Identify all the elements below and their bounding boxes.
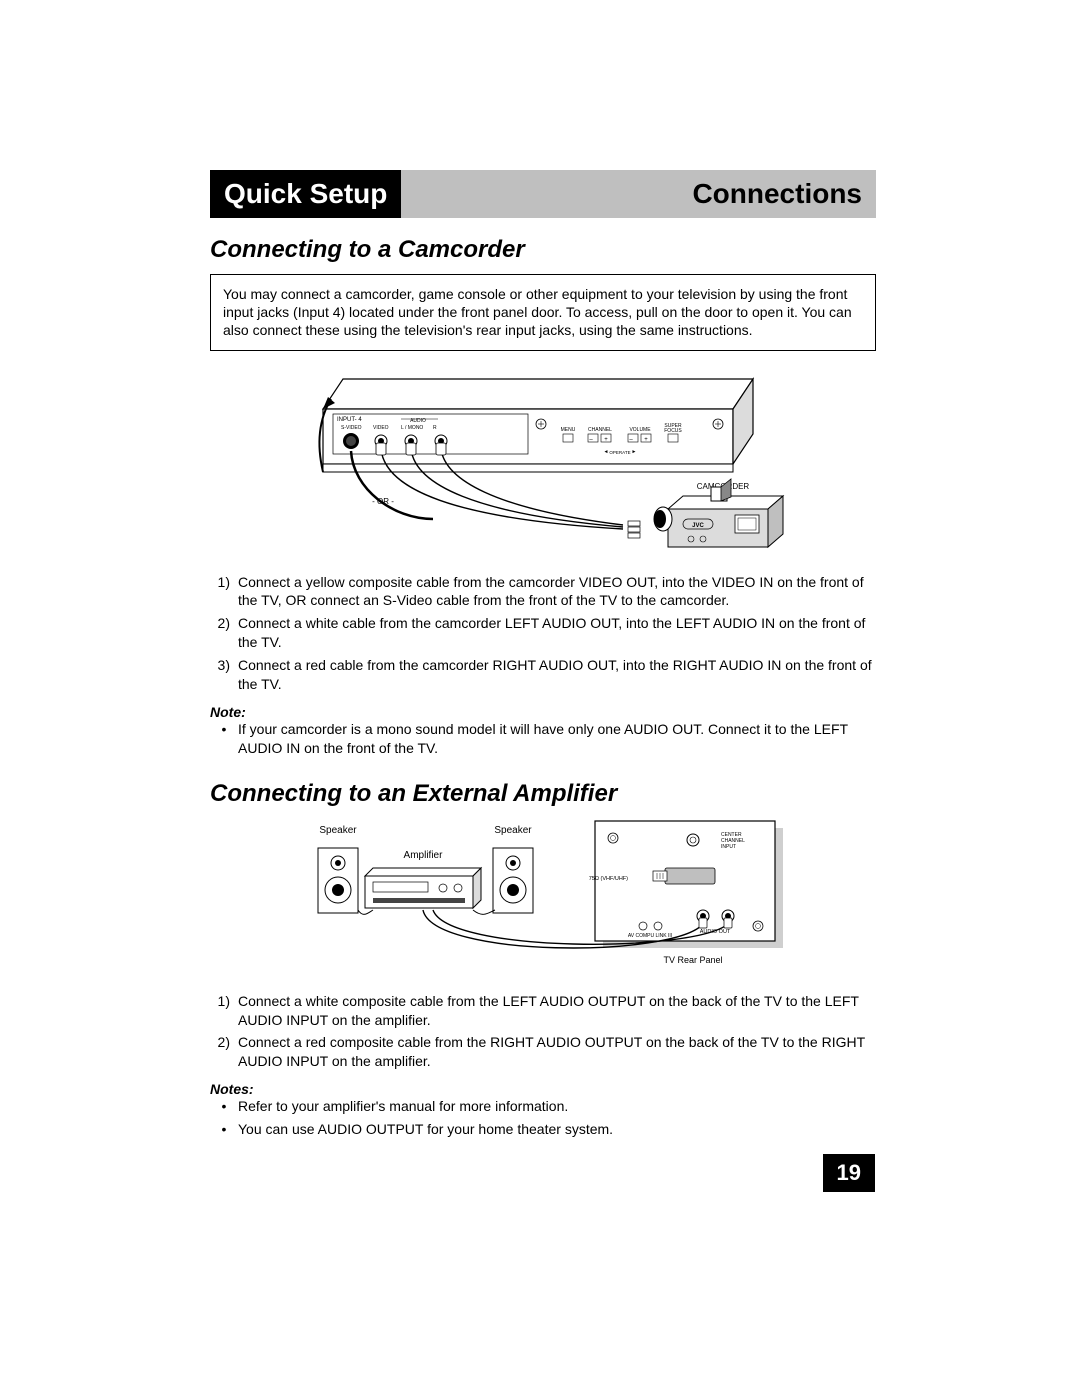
step-number: 3) [210,656,238,694]
section1-step-2: 2) Connect a white cable from the camcor… [210,614,876,652]
bullet-text: You can use AUDIO OUTPUT for your home t… [238,1120,876,1139]
header-left-title: Quick Setup [210,170,401,218]
label-ohm: 75Ω (VHF/UHF) [589,876,628,882]
label-focus: FOCUS [664,428,682,434]
section1-title: Connecting to a Camcorder [210,236,875,264]
label-menu: MENU [561,427,576,433]
svg-text:+: + [604,437,608,443]
bullet-dot: • [210,720,238,758]
label-svideo: S-VIDEO [341,425,362,431]
speaker-left-icon: Speaker [318,825,358,913]
header-spacer [401,170,678,218]
page-number: 19 [823,1154,875,1192]
section2-step-2: 2) Connect a red composite cable from th… [210,1033,876,1071]
label-input: INPUT [721,844,736,850]
label-compulink: AV COMPU LINK III [628,933,672,939]
step-number: 1) [210,573,238,611]
svg-text:►: ► [632,449,637,455]
amplifier-icon: Amplifier [365,850,481,908]
step-text: Connect a white composite cable from the… [238,992,876,1030]
manual-page: Quick Setup Connections Connecting to a … [0,0,1080,1397]
svg-text:+: + [644,437,648,443]
label-speaker-right: Speaker [494,825,532,836]
section1-note-label: Note: [210,704,875,720]
bullet-text: Refer to your amplifier's manual for mor… [238,1097,876,1116]
step-number: 2) [210,1033,238,1071]
section2-note-1: • Refer to your amplifier's manual for m… [210,1097,876,1116]
label-speaker-left: Speaker [319,825,357,836]
section1-note-1: • If your camcorder is a mono sound mode… [210,720,876,758]
label-rear-panel: TV Rear Panel [663,955,722,965]
bullet-dot: • [210,1120,238,1139]
speaker-right-icon: Speaker [493,825,533,913]
section2-notes-label: Notes: [210,1081,875,1097]
step-number: 2) [210,614,238,652]
step-text: Connect a yellow composite cable from th… [238,573,876,611]
section1-intro-box: You may connect a camcorder, game consol… [210,274,876,351]
step-text: Connect a red cable from the camcorder R… [238,656,876,694]
section2-title: Connecting to an External Amplifier [210,780,875,808]
label-input4: INPUT- 4 [337,417,362,423]
label-channel: CHANNEL [588,427,612,433]
step-text: Connect a red composite cable from the R… [238,1033,876,1071]
label-brand: JVC [692,523,704,529]
section1-intro-text: You may connect a camcorder, game consol… [223,286,852,338]
step-text: Connect a white cable from the camcorder… [238,614,876,652]
section2-diagram: Speaker Amplifier Speaker [210,818,876,978]
header-right-title: Connections [678,170,876,218]
section2-note-2: • You can use AUDIO OUTPUT for your home… [210,1120,876,1139]
tv-front-panel: INPUT- 4 S-VIDEO VIDEO AUDIO L / MONO R [319,379,753,472]
section1-diagram: INPUT- 4 S-VIDEO VIDEO AUDIO L / MONO R [210,369,876,559]
label-volume: VOLUME [629,427,651,433]
camcorder-icon: CAMCORDER JVC [628,479,783,547]
section1-step-1: 1) Connect a yellow composite cable from… [210,573,876,611]
label-r: R [433,425,437,431]
label-operate: OPERATE [609,450,630,455]
label-or: - OR - [372,497,394,506]
svg-text:◄: ◄ [604,449,609,455]
label-amplifier: Amplifier [404,850,444,861]
step-number: 1) [210,992,238,1030]
section1-step-3: 3) Connect a red cable from the camcorde… [210,656,876,694]
bullet-dot: • [210,1097,238,1116]
section2-step-1: 1) Connect a white composite cable from … [210,992,876,1030]
label-video: VIDEO [373,425,389,431]
label-lmono: L / MONO [401,425,423,431]
header-bar: Quick Setup Connections [210,170,876,218]
bullet-text: If your camcorder is a mono sound model … [238,720,876,758]
